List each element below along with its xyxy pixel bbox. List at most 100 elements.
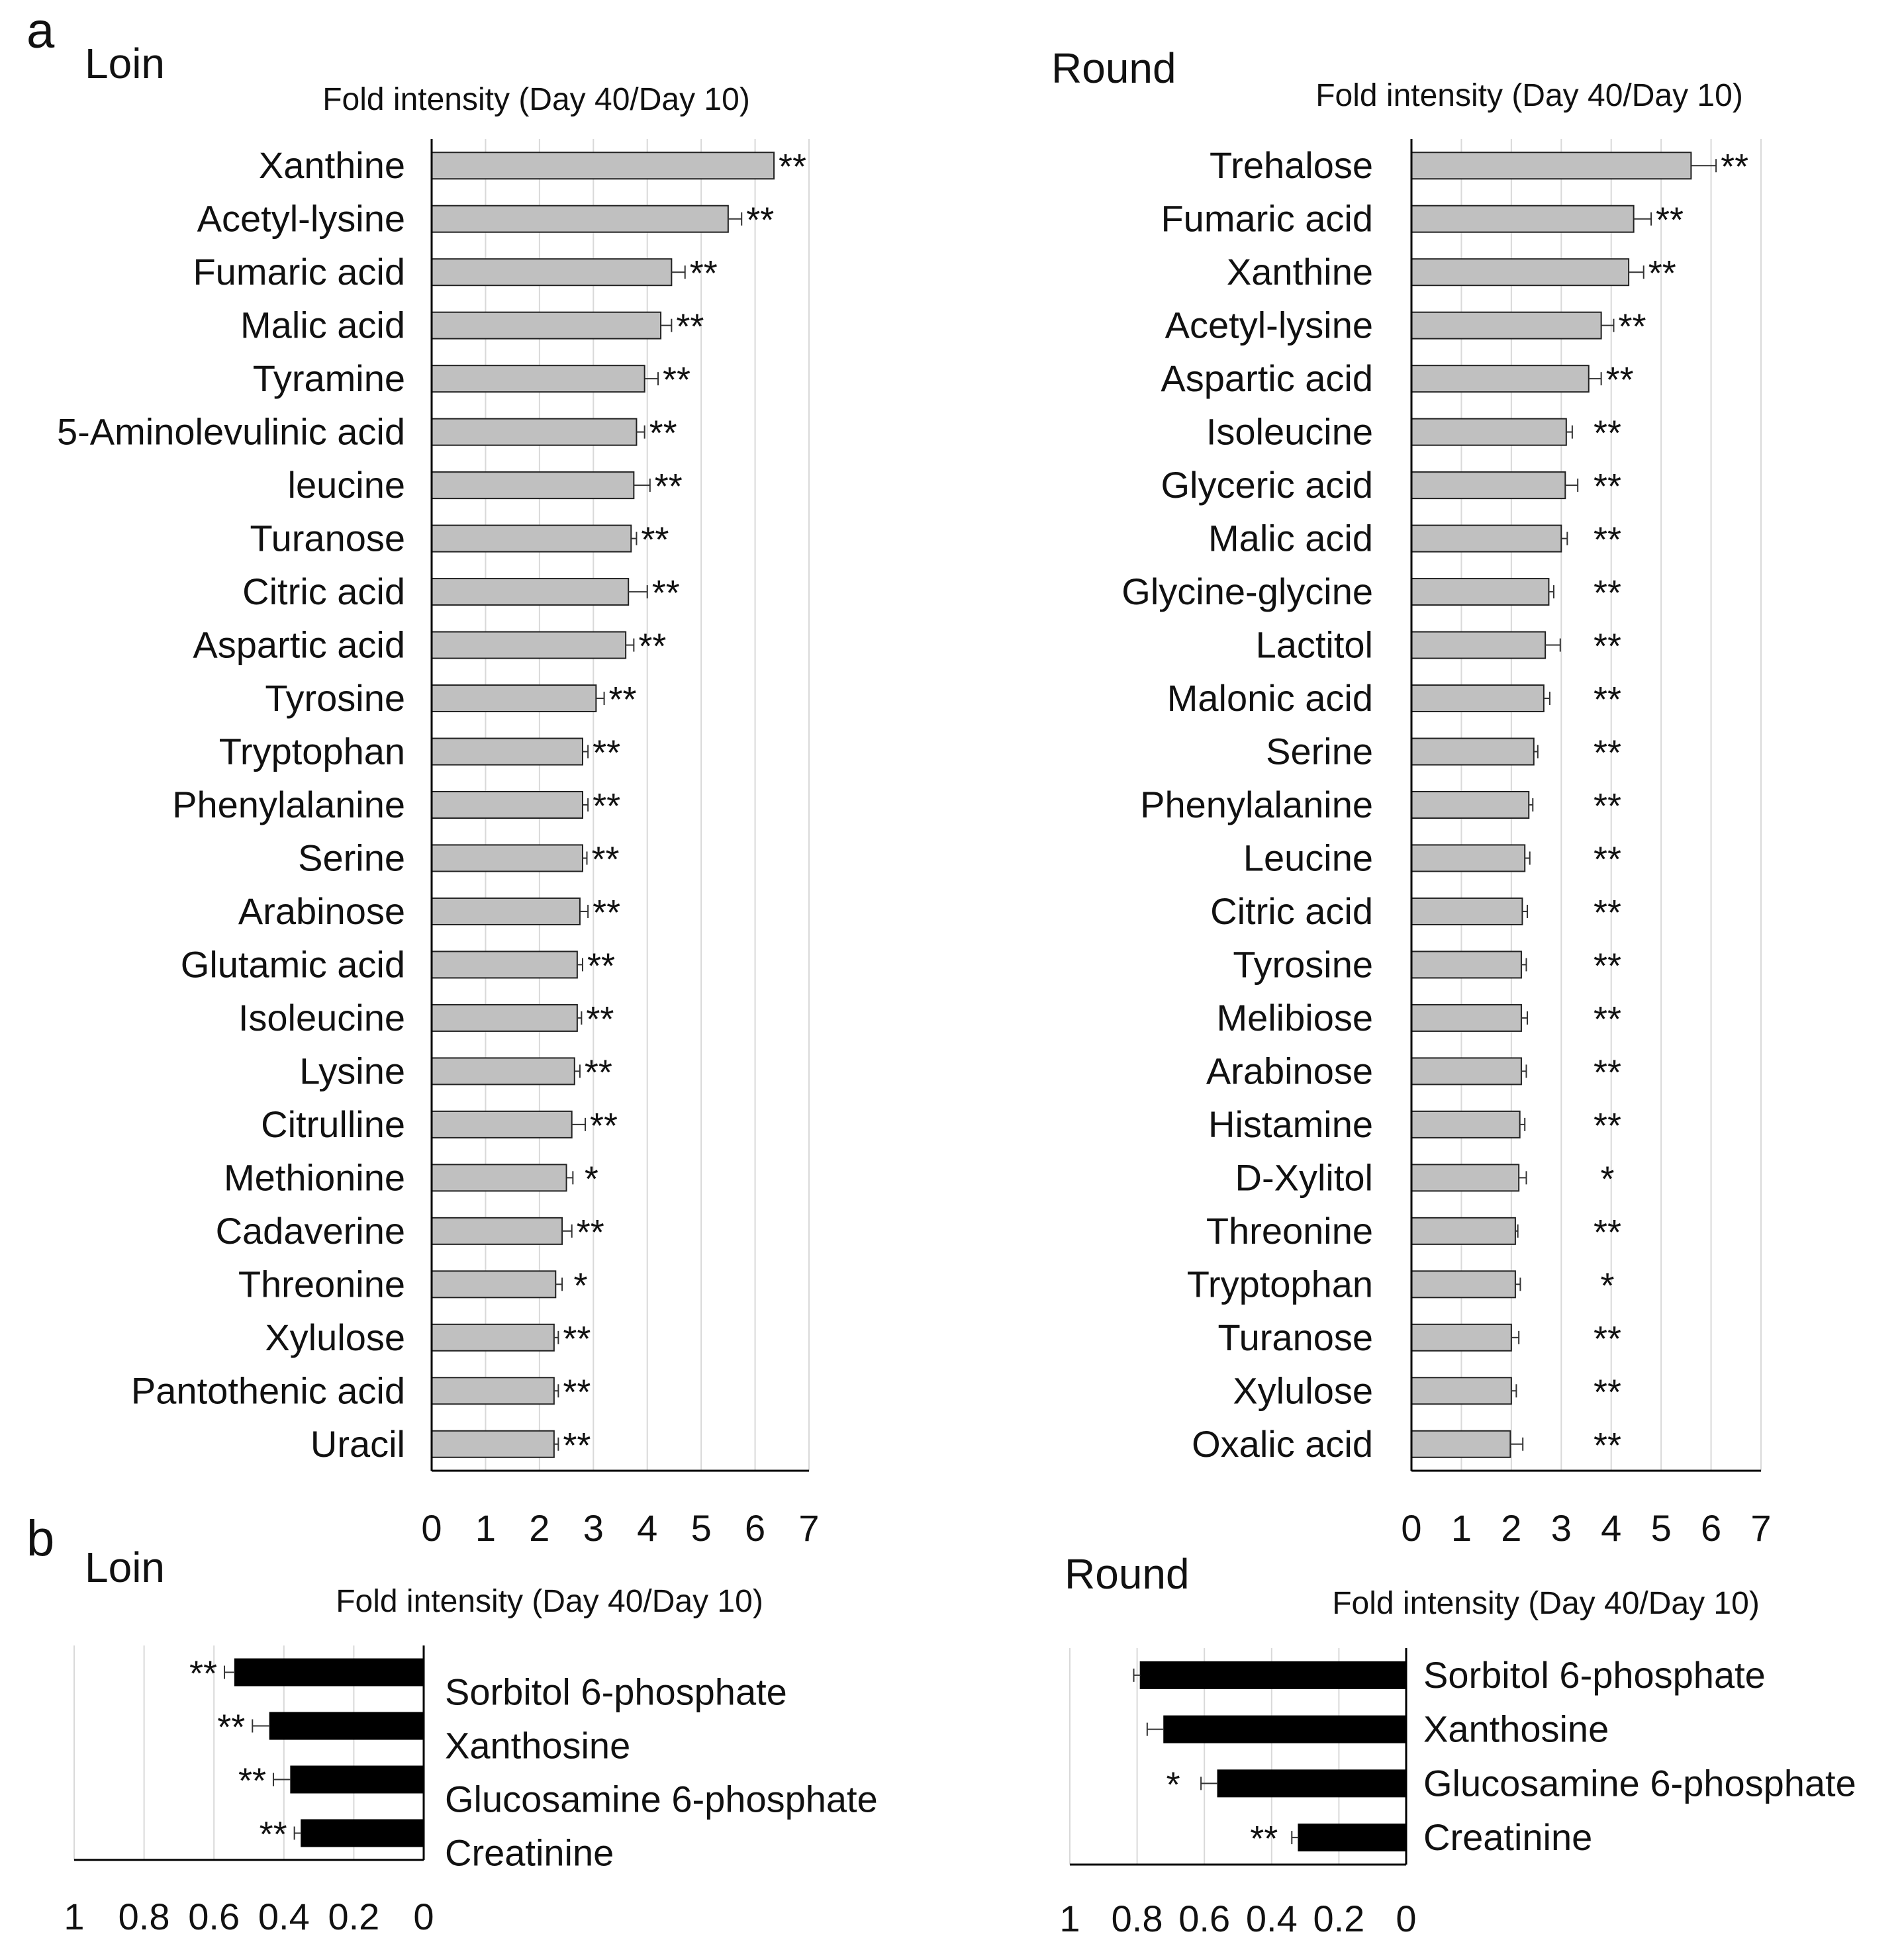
significance-mark: **	[676, 307, 704, 347]
significance-mark: **	[1594, 573, 1621, 613]
error-bars	[1510, 159, 1717, 1451]
category-label: D-Xylitol	[1235, 1156, 1373, 1198]
significance-marks: ****************************************…	[563, 147, 806, 1465]
category-labels: Xanthine Acetyl-lysine Fumaric acid Malic a…	[57, 144, 405, 1465]
category-label: Tyramine	[253, 357, 405, 399]
bar	[1411, 311, 1602, 340]
category-label: Lysine	[299, 1050, 405, 1091]
category-label: Glycine-glycine	[1121, 571, 1373, 612]
bar	[431, 365, 645, 393]
category-label: Citrulline	[261, 1103, 405, 1145]
bar	[431, 631, 627, 659]
chart-title: Round	[1065, 1550, 1190, 1598]
chart-b-loin: Loin Fold intensity (Day 40/Day 10) Sorb…	[64, 1544, 877, 1937]
category-label: Aspartic acid	[1161, 357, 1373, 399]
bar	[1411, 1057, 1522, 1086]
x-tick-label: 1	[475, 1507, 496, 1549]
category-label: Methionine	[224, 1156, 405, 1198]
category-label: Malonic acid	[1167, 677, 1373, 719]
significance-mark: **	[641, 520, 669, 560]
category-labels: Sorbitol 6-phosphate Xanthosine Glucosamin…	[445, 1671, 878, 1874]
category-label: Glutamic acid	[181, 943, 405, 985]
x-tick-label: 0	[1401, 1507, 1421, 1549]
category-label: Oxalic acid	[1192, 1423, 1373, 1465]
category-label: Glucosamine 6-phosphate	[445, 1779, 878, 1820]
x-tick-label: 0.6	[188, 1896, 240, 1937]
bar	[431, 1217, 563, 1245]
significance-mark: **	[779, 147, 806, 187]
panel-label-b: b	[26, 1510, 54, 1567]
significance-mark: **	[1594, 893, 1621, 933]
bar	[1411, 1323, 1512, 1352]
significance-mark: *	[1600, 1159, 1614, 1199]
x-tick-label: 1	[1451, 1507, 1472, 1549]
x-tick-label: 2	[529, 1507, 549, 1549]
x-tick-label: 0.4	[1246, 1898, 1298, 1939]
bar	[431, 258, 673, 287]
x-axis-label: Fold intensity (Day 40/Day 10)	[1315, 78, 1743, 113]
bar	[269, 1712, 424, 1740]
category-label: Sorbitol 6-phosphate	[445, 1671, 787, 1713]
chart-title: Loin	[85, 40, 165, 87]
significance-mark: **	[1594, 627, 1621, 667]
category-labels: Sorbitol 6-phosphate Xanthosine Glucosamin…	[1423, 1654, 1856, 1858]
significance-mark: **	[652, 573, 680, 613]
bar	[431, 1323, 555, 1352]
chart-a-loin: Loin Fold intensity (Day 40/Day 10) Xant…	[57, 40, 820, 1549]
significance-mark: **	[1594, 520, 1621, 560]
category-label: Trehalose	[1210, 144, 1373, 186]
bar	[431, 1164, 567, 1192]
bar	[1411, 1003, 1522, 1032]
x-tick-label: 7	[798, 1507, 819, 1549]
x-tick-label: 4	[1601, 1507, 1621, 1549]
category-label: Creatinine	[445, 1832, 614, 1874]
x-tick-label: 0.4	[258, 1896, 310, 1937]
significance-mark: *	[1166, 1765, 1180, 1804]
category-label: Citric acid	[242, 571, 405, 612]
x-tick-label: 1	[1059, 1898, 1080, 1939]
bar	[1411, 1164, 1520, 1192]
bar	[1411, 365, 1590, 393]
significance-mark: **	[663, 360, 690, 400]
significance-mark: **	[655, 467, 683, 506]
category-label: Uracil	[310, 1423, 405, 1465]
category-label: leucine	[288, 464, 405, 506]
x-tick-label: 5	[1651, 1507, 1672, 1549]
bar	[1411, 631, 1547, 659]
bars	[1411, 152, 1692, 1458]
category-label: Turanose	[250, 518, 406, 559]
category-label: Serine	[1266, 731, 1373, 772]
error-bars	[224, 1665, 302, 1840]
bar	[1217, 1769, 1407, 1798]
bar	[1411, 1270, 1516, 1299]
x-tick-label: 0	[421, 1507, 442, 1549]
chart-b-round: Round Fold intensity (Day 40/Day 10) Sor…	[1059, 1550, 1856, 1939]
category-label: Turanose	[1218, 1317, 1374, 1358]
category-label: Tryptophan	[219, 731, 405, 772]
significance-mark: **	[563, 1319, 591, 1359]
bar	[1411, 844, 1526, 872]
significance-mark: **	[1594, 414, 1621, 453]
bar	[431, 1110, 573, 1138]
x-tick-label: 3	[1551, 1507, 1572, 1549]
bar	[290, 1765, 424, 1794]
bar	[1411, 205, 1635, 233]
significance-mark: **	[1594, 786, 1621, 826]
significance-mark: **	[1656, 201, 1684, 240]
category-label: Acetyl-lysine	[1165, 304, 1373, 346]
x-tick-labels: 1 0.8 0.6 0.4 0.2 0	[1059, 1898, 1416, 1939]
axes	[1070, 1648, 1407, 1866]
bar	[1411, 897, 1523, 925]
significance-mark: **	[1594, 1213, 1621, 1252]
x-tick-label: 0.8	[1112, 1898, 1163, 1939]
category-label: Glyceric acid	[1161, 464, 1373, 506]
category-label: Xylulose	[1233, 1369, 1373, 1411]
axes	[74, 1645, 425, 1861]
significance-marks: ****************************************…	[1594, 147, 1748, 1465]
significance-mark: **	[563, 1372, 591, 1412]
x-tick-label: 0.2	[1313, 1898, 1364, 1939]
significance-mark: **	[189, 1654, 217, 1694]
bar	[431, 684, 597, 713]
bar	[431, 897, 581, 925]
x-tick-labels: 1 0.8 0.6 0.4 0.2 0	[64, 1896, 434, 1937]
